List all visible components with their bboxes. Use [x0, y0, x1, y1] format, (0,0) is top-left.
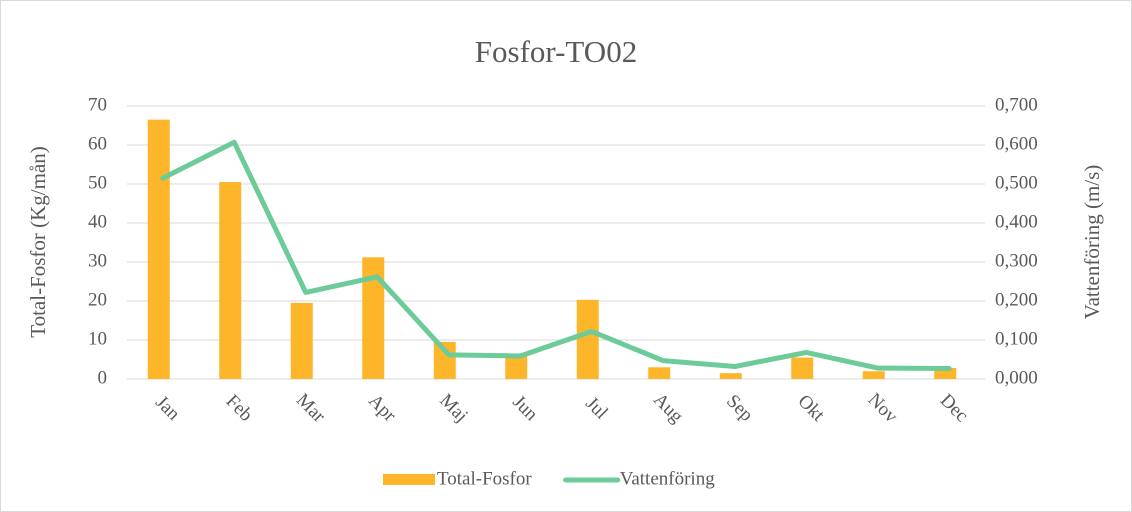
y-tick-label: 60 — [88, 133, 107, 154]
bar — [290, 302, 313, 379]
legend-label: Total-Fosfor — [437, 468, 532, 489]
y-tick-label: 0 — [98, 367, 108, 388]
y2-tick-label: 0,400 — [995, 211, 1038, 232]
bar — [219, 182, 242, 379]
bar — [576, 299, 599, 379]
y2-tick-label: 0,300 — [995, 250, 1038, 271]
bar — [147, 119, 170, 380]
line — [160, 139, 952, 371]
y2-tick-label: 0,500 — [995, 172, 1038, 193]
legend-swatch — [383, 474, 435, 485]
y2-tick-label: 0,200 — [995, 289, 1038, 310]
bar — [719, 373, 742, 379]
y-tick-label: 10 — [88, 328, 107, 349]
bar — [791, 357, 814, 379]
y-tick-label: 70 — [88, 94, 107, 115]
y2-tick-label: 0,000 — [995, 367, 1038, 388]
y-tick-label: 30 — [88, 250, 107, 271]
legend-label: Vattenföring — [620, 468, 715, 489]
bar — [862, 371, 885, 379]
bar — [362, 257, 385, 379]
y2-tick-label: 0,600 — [995, 133, 1038, 154]
y2-tick-label: 0,700 — [995, 94, 1038, 115]
y2-tick-label: 0,100 — [995, 328, 1038, 349]
bar — [934, 368, 957, 379]
y-tick-label: 20 — [88, 289, 107, 310]
chart-title: Fosfor-TO02 — [475, 34, 637, 69]
y-axis-title: Total-Fosfor (Kg/mån) — [26, 146, 50, 338]
bar — [505, 353, 528, 379]
y-tick-label: 50 — [88, 172, 107, 193]
y-tick-label: 40 — [88, 211, 107, 232]
y2-axis-title: Vattenföring (m/s) — [1080, 165, 1104, 320]
bar — [648, 367, 671, 379]
bar — [433, 341, 456, 379]
